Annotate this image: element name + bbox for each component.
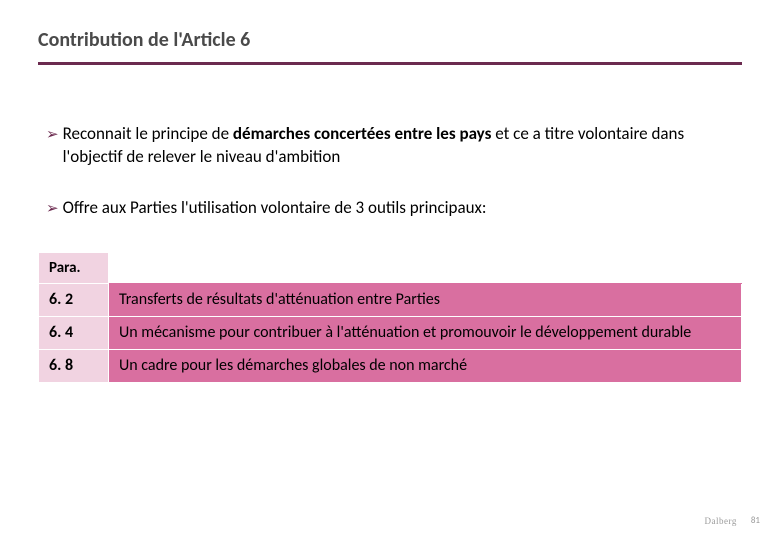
list-item: ➢ Reconnait le principe de démarches con… [46, 123, 742, 169]
para-cell: 6. 2 [39, 283, 109, 316]
bullet-text: Offre aux Parties l'utilisation volontai… [63, 197, 742, 220]
list-item: ➢ Offre aux Parties l'utilisation volont… [46, 197, 742, 220]
arrow-icon: ➢ [46, 125, 59, 169]
footer: Dalberg 81 [705, 515, 760, 526]
bullet-list: ➢ Reconnait le principe de démarches con… [46, 123, 742, 220]
table-row: Para. [39, 252, 742, 283]
table-row: 6. 2 Transferts de résultats d'atténuati… [39, 283, 742, 316]
para-cell: 6. 8 [39, 349, 109, 382]
para-cell: 6. 4 [39, 316, 109, 349]
tools-table: Para. 6. 2 Transferts de résultats d'att… [38, 252, 742, 383]
desc-cell: Un cadre pour les démarches globales de … [109, 349, 742, 382]
desc-cell: Un mécanisme pour contribuer à l'atténua… [109, 316, 742, 349]
table-header-empty [109, 252, 742, 283]
arrow-icon: ➢ [46, 199, 59, 220]
page-number: 81 [751, 515, 760, 526]
table-header-para: Para. [39, 252, 109, 283]
brand-logo: Dalberg [705, 516, 737, 526]
table-row: 6. 4 Un mécanisme pour contribuer à l'at… [39, 316, 742, 349]
bullet-text: Reconnait le principe de démarches conce… [63, 123, 742, 169]
page-title: Contribution de l'Article 6 [38, 28, 742, 62]
table-row: 6. 8 Un cadre pour les démarches globale… [39, 349, 742, 382]
desc-cell: Transferts de résultats d'atténuation en… [109, 283, 742, 316]
title-rule [38, 62, 742, 65]
